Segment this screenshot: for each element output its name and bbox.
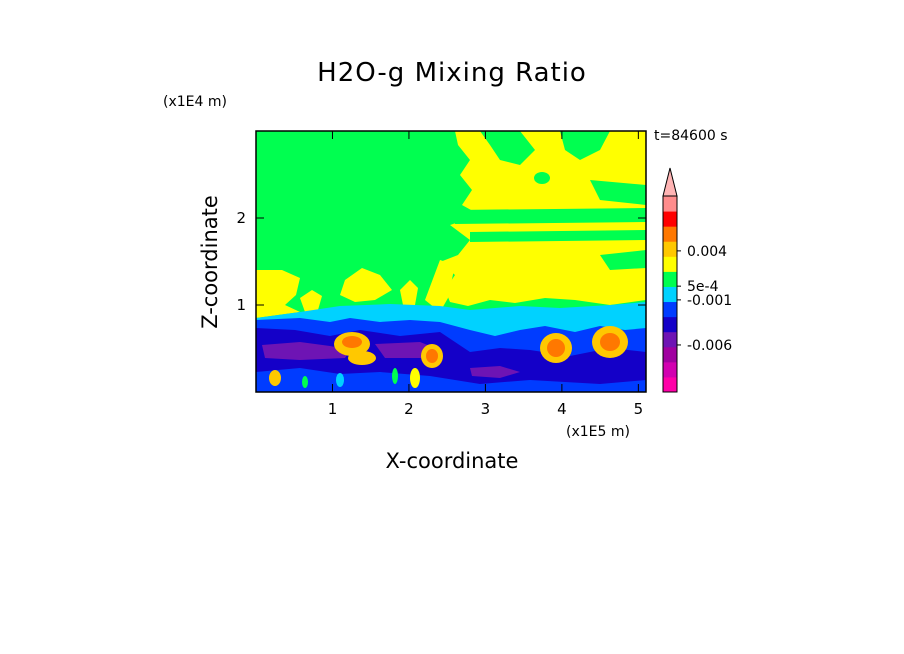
colorbar-label: -0.001 bbox=[687, 293, 732, 309]
region-green-hole bbox=[480, 131, 535, 165]
region-green-hole bbox=[560, 131, 610, 160]
colorbar-segment bbox=[663, 316, 677, 333]
plot-frame bbox=[255, 130, 647, 393]
colorbar-frame bbox=[662, 195, 678, 393]
colorbar: 0.004 5e-4-0.001 -0.006 bbox=[662, 167, 732, 393]
region-green-hole bbox=[534, 172, 550, 184]
region-orange-core bbox=[342, 336, 362, 348]
x-tick-label: 5 bbox=[634, 400, 644, 418]
colorbar-segment bbox=[663, 376, 677, 393]
colorbar-segment bbox=[663, 271, 677, 287]
y-tick-label: 2 bbox=[236, 209, 246, 227]
region-yellow-plume bbox=[410, 368, 420, 388]
region-green-hole bbox=[590, 180, 646, 205]
region-green-band bbox=[455, 208, 646, 224]
colorbar-segment bbox=[663, 226, 677, 242]
colorbar-label: 5e-4 bbox=[687, 279, 719, 295]
region-yellow-lobe bbox=[400, 280, 418, 310]
region-green-plume bbox=[302, 376, 308, 388]
region-yellow-lobe bbox=[425, 260, 455, 312]
x-axis-exponent-label: (x1E5 m) bbox=[566, 424, 630, 440]
region-green-plume bbox=[392, 368, 398, 384]
region-orange-core bbox=[426, 349, 438, 363]
region-green-hole bbox=[600, 250, 646, 270]
colorbar-label: 0.004 bbox=[687, 244, 727, 260]
colorbar-label: -0.006 bbox=[687, 338, 732, 354]
region-orange-blob bbox=[348, 351, 376, 365]
colorbar-segment bbox=[663, 211, 677, 227]
z-axis-exponent-label: (x1E4 m) bbox=[163, 94, 227, 110]
x-tick-label: 4 bbox=[557, 400, 567, 418]
region-yellow-lobe bbox=[256, 270, 300, 318]
colorbar-segment bbox=[663, 241, 677, 257]
colorbar-segment bbox=[663, 361, 677, 378]
region-purple-band bbox=[470, 366, 520, 378]
colorbar-segment bbox=[663, 331, 677, 348]
region-orange-core bbox=[547, 339, 565, 357]
colorbar-extend-arrow bbox=[662, 167, 678, 197]
y-axis-ticks: 12 bbox=[236, 209, 646, 314]
region-blue-streak bbox=[256, 368, 646, 392]
x-axis-title: X-coordinate bbox=[385, 449, 519, 473]
region-green-band bbox=[470, 230, 646, 242]
colorbar-segment bbox=[663, 256, 677, 272]
region-yellow-lobe bbox=[340, 268, 392, 302]
chart-title: H2O-g Mixing Ratio bbox=[317, 58, 587, 88]
region-cyan-plume bbox=[336, 373, 344, 387]
colorbar-segment bbox=[663, 346, 677, 363]
x-axis-ticks: 1 2 3 4 5 bbox=[328, 131, 643, 418]
colorbar-segment bbox=[663, 196, 677, 212]
region-orange-core bbox=[600, 333, 620, 351]
region-yellow-lobe bbox=[300, 290, 322, 312]
x-tick-label: 3 bbox=[481, 400, 491, 418]
x-tick-label: 2 bbox=[404, 400, 414, 418]
x-tick-label: 1 bbox=[328, 400, 338, 418]
region-orange-blob bbox=[269, 370, 281, 386]
y-tick-label: 1 bbox=[236, 296, 246, 314]
colorbar-segment bbox=[663, 286, 677, 303]
time-label: t=84600 s bbox=[654, 128, 728, 144]
contour-fields bbox=[256, 131, 646, 392]
colorbar-segment bbox=[663, 301, 677, 318]
region-purple-band bbox=[262, 342, 350, 360]
